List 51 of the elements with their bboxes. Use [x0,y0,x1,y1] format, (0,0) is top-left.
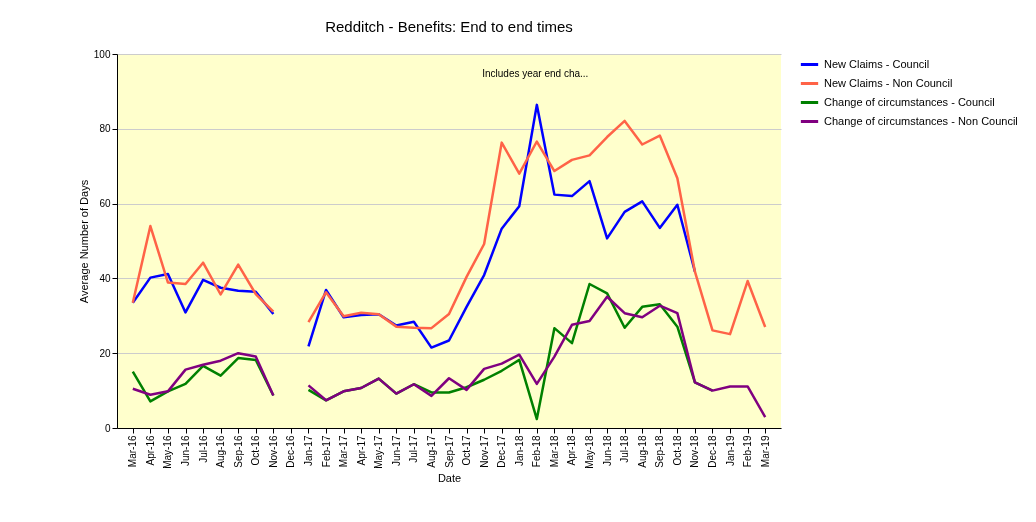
x-tick-label: Mar-18 [548,435,560,468]
x-tick-label: Jun-16 [180,435,192,467]
y-tick-label: 20 [99,347,111,359]
x-tick-label: Apr-18 [566,435,578,466]
y-tick-label: 60 [99,198,111,210]
x-tick-label: Feb-17 [320,435,332,468]
x-tick-label: Sep-17 [443,435,455,468]
x-tick-label: Jan-18 [513,435,525,467]
x-tick-label: May-18 [584,435,596,469]
x-tick-label: Jun-18 [601,435,613,467]
x-tick-label: Aug-17 [425,435,437,468]
x-tick-label: Dec-17 [496,435,508,468]
x-tick-label: Mar-16 [127,435,139,468]
x-tick-label: Mar-19 [759,435,771,468]
x-tick-label: Oct-16 [250,435,262,466]
x-tick-label: Oct-17 [461,435,473,466]
x-tick-label: Jul-16 [197,435,209,463]
x-tick-label: Aug-16 [215,435,227,468]
x-tick-label: Jan-17 [302,435,314,467]
x-tick-label: Dec-18 [706,435,718,468]
legend-label: Change of circumstances - Council [824,95,995,108]
x-tick-label: Feb-19 [742,435,754,468]
legend-label: New Claims - Non Council [824,76,953,89]
x-tick-label: Apr-16 [144,435,156,466]
x-tick-label: Mar-17 [338,435,350,468]
x-tick-label: Jun-17 [390,435,402,467]
x-tick-label: Nov-18 [689,435,701,468]
y-tick-label: 0 [104,422,111,434]
x-tick-label: Feb-18 [531,435,543,468]
x-tick-label: Oct-18 [671,435,683,466]
annotation: Includes year end cha... [482,68,589,79]
x-tick-label: Sep-16 [232,435,244,468]
x-tick-label: Jan-19 [724,435,736,467]
y-tick-label: 100 [93,48,111,60]
x-tick-label: Nov-16 [267,435,279,468]
x-tick-label: Dec-16 [285,435,297,468]
x-tick-label: May-16 [162,435,174,469]
x-tick-label: Nov-17 [478,435,490,468]
y-tick-label: 80 [99,123,111,135]
y-tick-label: 40 [99,272,111,284]
x-tick-label: Aug-18 [636,435,648,468]
x-tick-label: Sep-18 [654,435,666,468]
x-axis-title: Date [437,471,462,484]
legend-label: New Claims - Council [824,57,930,70]
x-tick-label: Jul-18 [619,435,631,463]
y-axis-title: Average Number of Days [77,179,90,304]
legend-label: Change of circumstances - Non Council [824,114,1018,127]
x-tick-label: Apr-17 [355,435,367,466]
x-tick-label: May-17 [373,435,385,469]
x-tick-label: Jul-17 [408,435,420,463]
chart-title: Redditch - Benefits: End to end times [325,18,573,35]
